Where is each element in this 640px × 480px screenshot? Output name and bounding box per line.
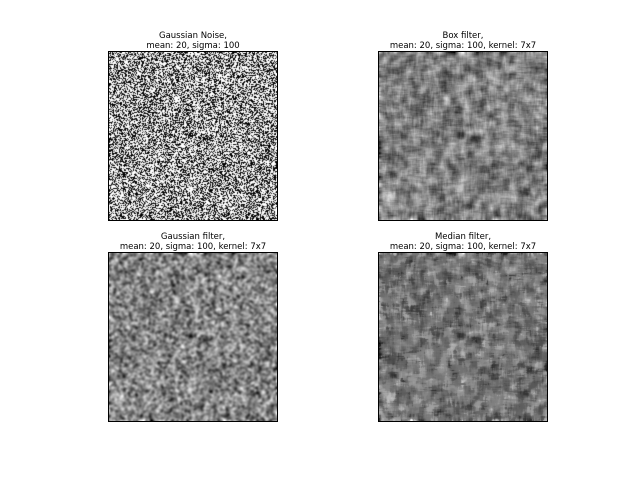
median-filter-image <box>378 252 548 422</box>
panel-title-line1: Gaussian filter, <box>160 232 226 242</box>
panel-gaussian-noise: Gaussian Noise, mean: 20, sigma: 100 <box>108 31 278 221</box>
panel-title: Box filter, mean: 20, sigma: 100, kernel… <box>318 31 608 51</box>
panel-title: Gaussian Noise, mean: 20, sigma: 100 <box>48 31 338 51</box>
gaussian-filter-image <box>108 252 278 422</box>
panel-title: Median filter, mean: 20, sigma: 100, ker… <box>318 232 608 252</box>
noise-image <box>108 51 278 221</box>
panel-title-line2: mean: 20, sigma: 100, kernel: 7x7 <box>389 242 537 252</box>
panel-title-line2: mean: 20, sigma: 100, kernel: 7x7 <box>119 242 267 252</box>
panel-title-line2: mean: 20, sigma: 100, kernel: 7x7 <box>389 41 537 51</box>
panel-title-line1: Box filter, <box>442 31 484 41</box>
panel-title-line1: Gaussian Noise, <box>159 31 227 41</box>
panel-median-filter: Median filter, mean: 20, sigma: 100, ker… <box>378 232 548 422</box>
panel-box-filter: Box filter, mean: 20, sigma: 100, kernel… <box>378 31 548 221</box>
panel-title-line1: Median filter, <box>434 232 492 242</box>
panel-title: Gaussian filter, mean: 20, sigma: 100, k… <box>48 232 338 252</box>
panel-title-line2: mean: 20, sigma: 100 <box>146 41 240 51</box>
box-filter-image <box>378 51 548 221</box>
panel-gaussian-filter: Gaussian filter, mean: 20, sigma: 100, k… <box>108 232 278 422</box>
